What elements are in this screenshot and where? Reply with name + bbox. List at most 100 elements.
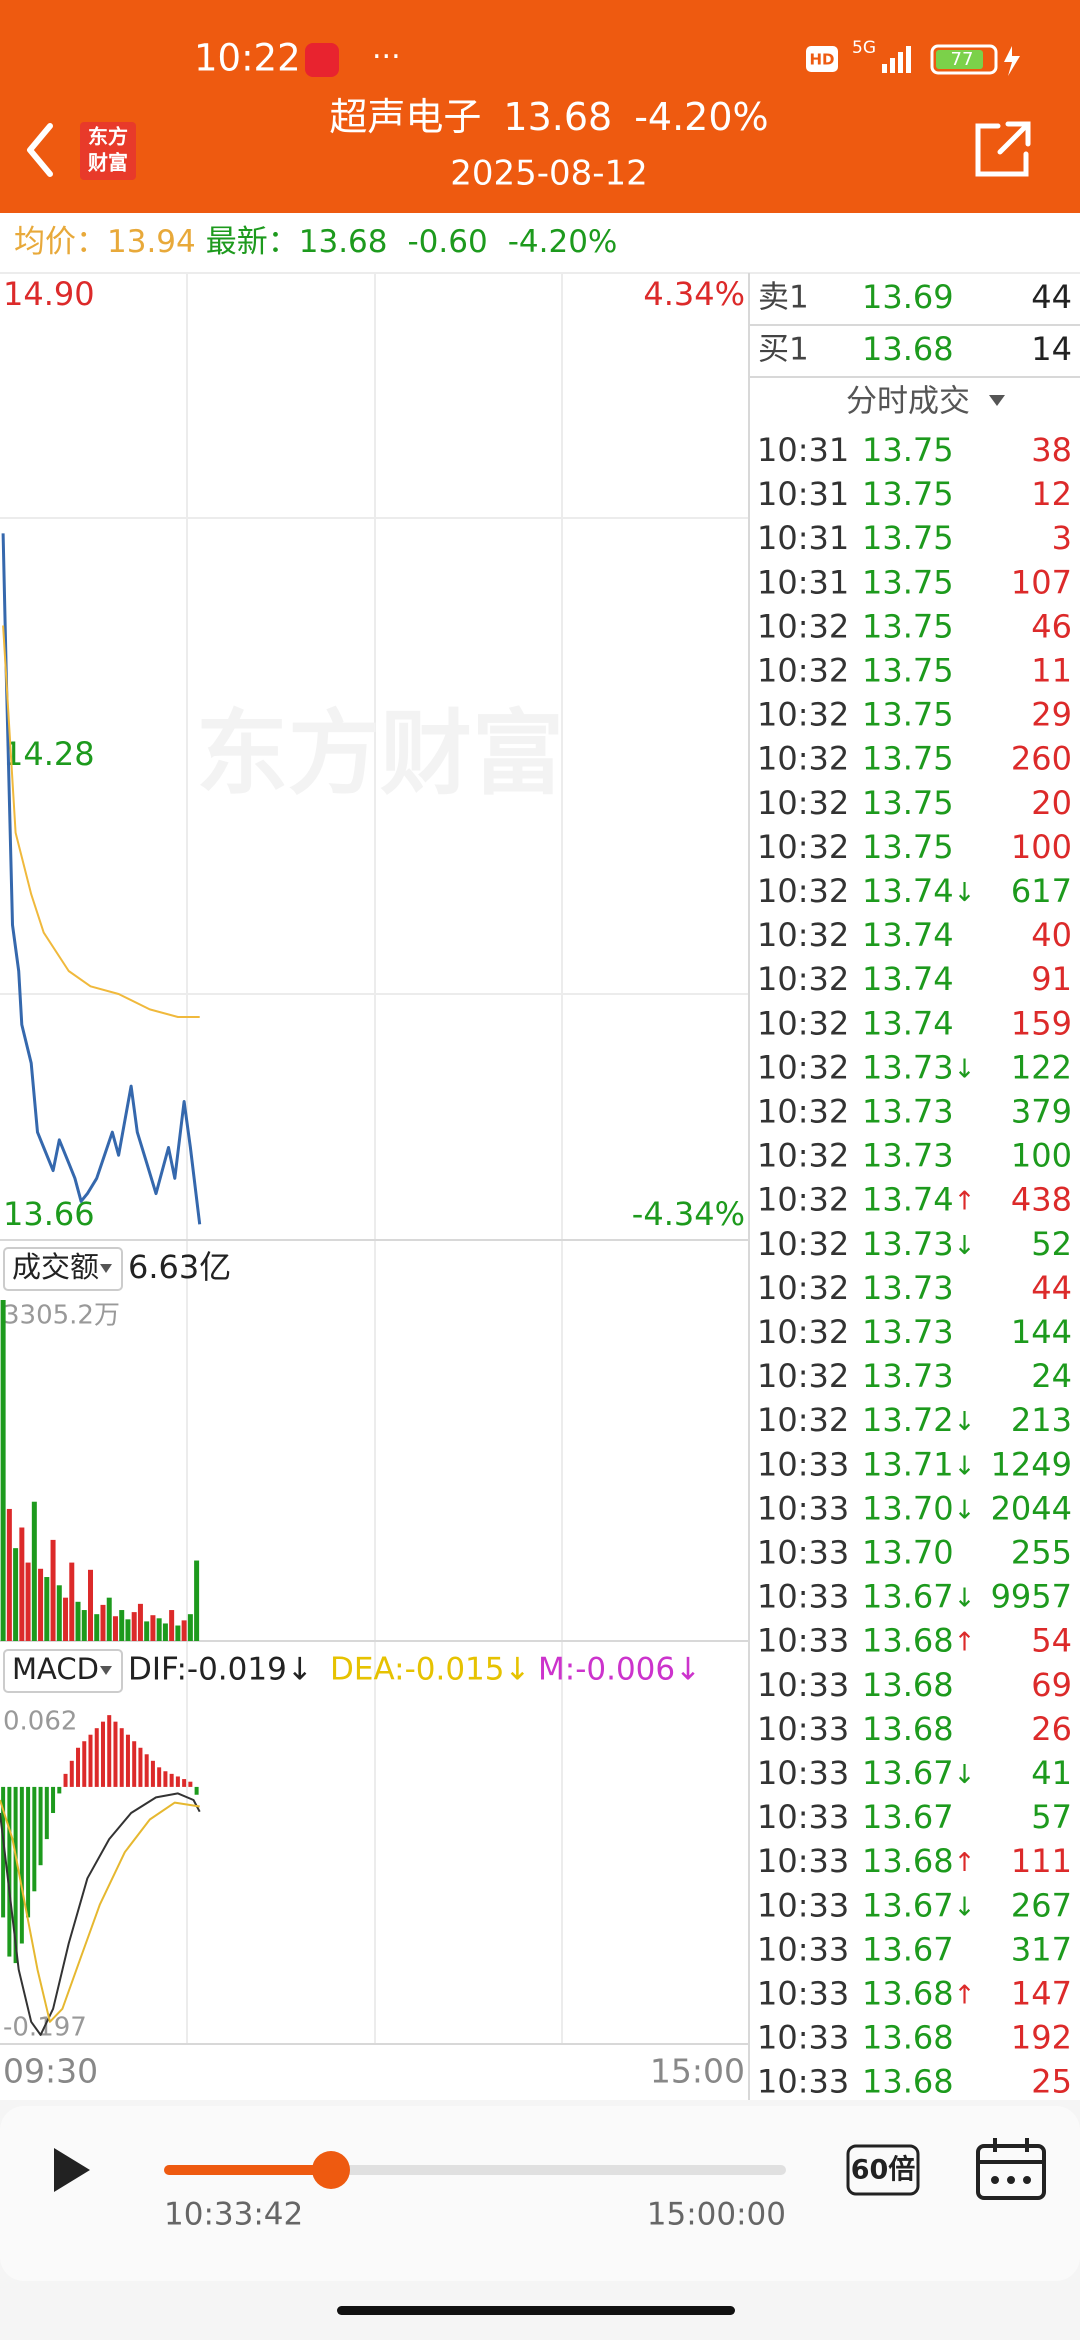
trade-price-row: 13.75 [862, 652, 954, 690]
trade-price: 13.67 [862, 1578, 954, 1616]
share-button[interactable] [975, 121, 1031, 177]
play-button[interactable] [54, 2148, 90, 2192]
trade-volume: 26 [1031, 1710, 1072, 1748]
volume-bar [187, 1614, 193, 1641]
trade-time: 10:33 [757, 1930, 849, 1968]
trade-price-row: 13.68 [862, 2063, 954, 2101]
trade-price-row: 13.67↓ [862, 1886, 975, 1924]
macd-bar [82, 1741, 87, 1787]
volume-bar [6, 1508, 12, 1641]
volume-bar [69, 1562, 75, 1641]
date: 2025-08-12 [450, 154, 648, 194]
macd-legend: DIF:-0.019↓ [128, 1652, 313, 1688]
trade-price: 13.75 [862, 519, 954, 557]
volume-bar [88, 1569, 94, 1641]
trade-time: 10:31 [757, 431, 849, 469]
trade-volume: 2044 [991, 1489, 1072, 1527]
trade-price: 13.73 [862, 1048, 954, 1086]
trade-price-row: 13.68↑ [862, 1842, 975, 1880]
trade-volume: 438 [1011, 1181, 1072, 1219]
speed-button[interactable] [846, 2144, 920, 2196]
trade-price: 13.73 [862, 1269, 954, 1307]
trade-volume: 107 [1011, 563, 1072, 601]
trade-volume: 255 [1011, 1534, 1072, 1572]
macd-bar [119, 1728, 124, 1787]
stock-name: 超声电子 [329, 95, 481, 139]
trade-time: 10:32 [757, 784, 849, 822]
macd-bar [94, 1728, 99, 1787]
dropdown-arrow [100, 1264, 112, 1273]
trade-price: 13.68 [862, 2019, 954, 2057]
trade-volume: 91 [1031, 960, 1072, 998]
trade-price-row: 13.74↓ [862, 872, 975, 910]
trade-volume: 11 [1031, 652, 1072, 690]
trade-volume: 159 [1011, 1004, 1072, 1042]
macd-bar [157, 1767, 162, 1787]
trade-volume: 111 [1011, 1842, 1072, 1880]
macd-bar [13, 1786, 18, 1964]
macd-bar [132, 1741, 137, 1787]
trade-price: 13.73 [862, 1357, 954, 1395]
series-line [0, 1799, 200, 2023]
macd-bar [100, 1721, 105, 1787]
charging [1004, 46, 1020, 76]
trade-time: 10:32 [757, 960, 849, 998]
trade-time: 10:32 [757, 740, 849, 778]
volume-bar [150, 1615, 156, 1641]
x-tick-label: 09:30 [3, 2052, 98, 2091]
trade-price: 13.75 [862, 696, 954, 734]
trade-volume: 213 [1011, 1401, 1072, 1439]
logo-text: 财富 [88, 151, 128, 175]
trade-price-row: 13.73 [862, 1093, 954, 1131]
trade-price-row: 13.67 [862, 1930, 954, 1968]
app-icon [305, 43, 339, 77]
trade-price-row: 13.75 [862, 740, 954, 778]
book-price: 13.68 [862, 330, 954, 368]
status-more: ··· [372, 40, 401, 75]
slider-knob[interactable] [312, 2151, 350, 2189]
trade-time: 10:31 [757, 519, 849, 557]
trade-price-row: 13.74↑ [862, 1181, 975, 1219]
trade-volume: 192 [1011, 2019, 1072, 2057]
trade-price: 13.75 [862, 828, 954, 866]
trade-time: 10:33 [757, 2063, 849, 2101]
player-current: 10:33:42 [164, 2197, 303, 2233]
latest-label: 最新： [206, 224, 299, 260]
volume-selector[interactable] [3, 1247, 123, 1291]
macd-selector[interactable] [3, 1649, 123, 1693]
macd-bar [107, 1715, 112, 1787]
trade-price: 13.75 [862, 740, 954, 778]
back-button[interactable] [27, 123, 53, 177]
header-bg [0, 0, 1080, 213]
battery [930, 44, 998, 75]
trade-volume: 54 [1031, 1622, 1072, 1660]
trade-price: 13.73 [862, 1137, 954, 1175]
macd-bar [182, 1779, 187, 1787]
trade-arrow: ↓ [954, 1407, 976, 1437]
trade-price-row: 13.67↓ [862, 1754, 975, 1792]
trade-volume: 122 [1011, 1048, 1072, 1086]
trade-volume: 24 [1031, 1357, 1072, 1395]
trade-price-row: 13.75 [862, 784, 954, 822]
dropdown-arrow[interactable] [989, 395, 1005, 406]
volume-bar [162, 1623, 168, 1641]
macd-bar [51, 1786, 56, 1814]
trade-volume: 3 [1052, 519, 1072, 557]
calendar-button[interactable] [976, 2138, 1046, 2200]
trade-price: 13.68 [862, 1666, 954, 1704]
trade-price-row: 13.67↓ [862, 1578, 975, 1616]
latest-change: -0.60 [408, 224, 488, 260]
trade-price: 13.74 [862, 1181, 954, 1219]
trade-time: 10:33 [757, 1489, 849, 1527]
trade-time: 10:33 [757, 1622, 849, 1660]
trade-volume: 40 [1031, 916, 1072, 954]
trade-time: 10:33 [757, 1886, 849, 1924]
signal [882, 46, 911, 73]
trade-price: 13.74 [862, 1004, 954, 1042]
trade-volume: 69 [1031, 1666, 1072, 1704]
x-tick-label: 15:00 [650, 2052, 745, 2091]
trade-price-row: 13.68 [862, 1710, 954, 1748]
macd-legend: M:-0.006↓ [538, 1652, 701, 1688]
trade-time: 10:32 [757, 1181, 849, 1219]
book-price: 13.69 [862, 278, 954, 316]
